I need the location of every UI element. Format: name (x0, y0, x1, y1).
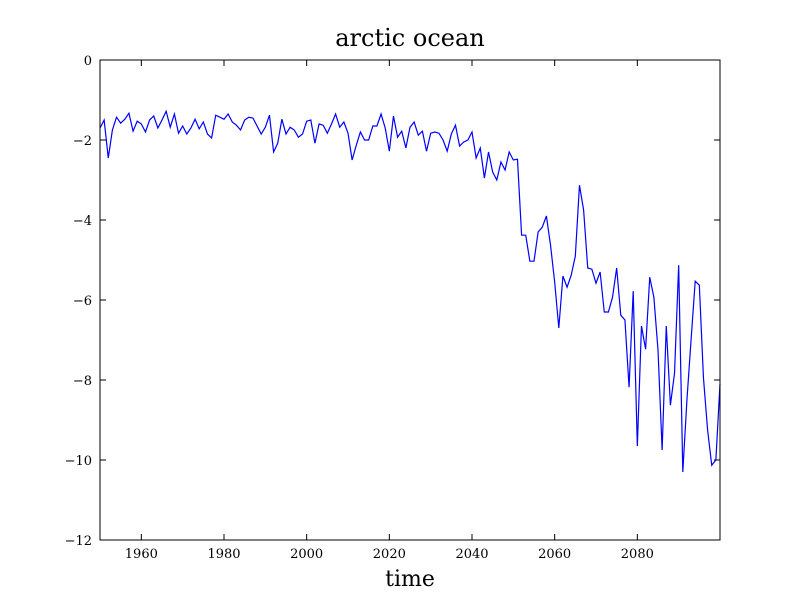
x-tick-label: 1960 (125, 547, 158, 562)
y-tick-label: −12 (65, 534, 92, 549)
x-tick-label: 2020 (373, 547, 406, 562)
y-tick-label: −6 (73, 294, 92, 309)
plot-frame (99, 59, 721, 541)
y-tick-label: −8 (73, 374, 92, 389)
data-line (99, 109, 721, 473)
y-tick-label: −10 (65, 454, 92, 469)
x-axis-label: time (385, 567, 435, 592)
x-tick-label: 2060 (538, 547, 571, 562)
x-tick-label: 2080 (621, 547, 654, 562)
x-tick-label: 1980 (207, 547, 240, 562)
y-tick-label: −2 (73, 134, 92, 149)
y-tick-label: −4 (73, 214, 92, 229)
y-tick-label: 0 (84, 54, 92, 69)
x-tick-label: 2040 (455, 547, 488, 562)
chart-title: arctic ocean (335, 24, 484, 52)
x-tick-label: 2000 (290, 547, 323, 562)
